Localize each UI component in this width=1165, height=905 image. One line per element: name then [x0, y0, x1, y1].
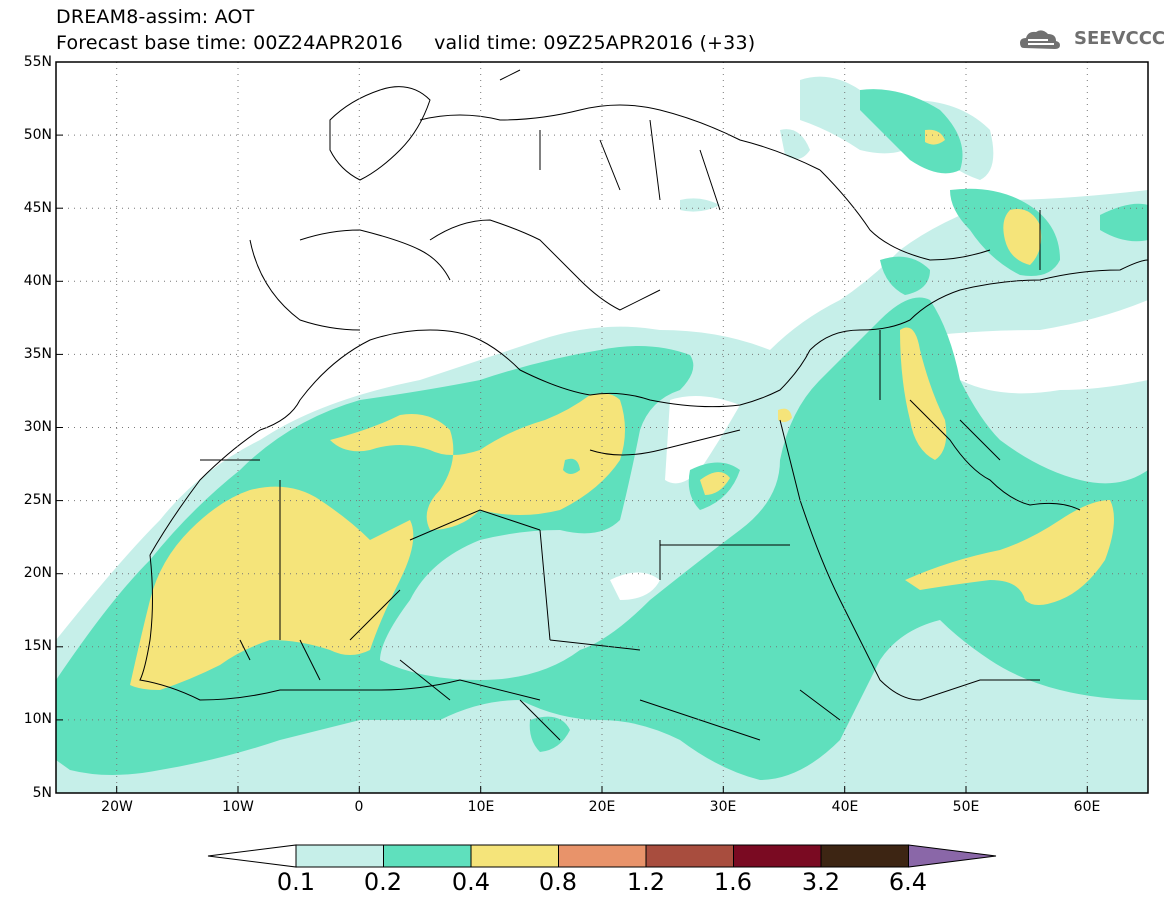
- lon-label-50e: 50E: [952, 799, 980, 815]
- aot-layer-0.4: [130, 129, 1114, 690]
- lat-label-20n: 20N: [23, 565, 52, 581]
- forecast-time-line: Forecast base time: 00Z24APR2016 valid t…: [56, 32, 756, 54]
- colorbar-bin-0.8-1.2: [558, 844, 647, 868]
- colorbar-label-6.4: 6.4: [888, 868, 928, 896]
- lat-label-55n: 55N: [23, 54, 52, 70]
- colorbar-label-0.4: 0.4: [451, 868, 491, 896]
- colorbar-label-1.6: 1.6: [713, 868, 753, 896]
- lon-label-40e: 40E: [831, 799, 859, 815]
- coastlines-borders: [139, 69, 1148, 741]
- colorbar-left-arrow: [207, 844, 297, 868]
- colorbar-bin-0.2-0.4: [383, 844, 472, 868]
- colorbar-label-0.2: 0.2: [363, 868, 403, 896]
- colorbar-bin-1.6-3.2: [733, 844, 822, 868]
- colorbar-bin-3.2-6.4: [820, 844, 909, 868]
- lon-label-30e: 30E: [709, 799, 737, 815]
- lon-label-10w: 10W: [222, 799, 254, 815]
- colorbar-bin-0.1-0.2: [295, 844, 384, 868]
- logo-text: SEEVCCC: [1074, 28, 1165, 49]
- map-title: DREAM8-assim: AOT: [56, 6, 255, 28]
- axis-ticks: [56, 134, 1088, 793]
- colorbar-right-arrow: [908, 844, 997, 868]
- colorbar-label-0.1: 0.1: [276, 868, 316, 896]
- lon-label-10e: 10E: [467, 799, 495, 815]
- lat-label-45n: 45N: [23, 200, 52, 216]
- lat-label-5n: 5N: [32, 785, 52, 801]
- colorbar-label-0.8: 0.8: [538, 868, 578, 896]
- lat-label-50n: 50N: [23, 127, 52, 143]
- colorbar-bin-0.4-0.8: [470, 844, 559, 868]
- lat-label-15n: 15N: [23, 638, 52, 654]
- lon-label-20w: 20W: [101, 799, 133, 815]
- cloud-logo-icon: [1020, 30, 1060, 49]
- lon-label-20e: 20E: [588, 799, 616, 815]
- lon-label-60e: 60E: [1073, 799, 1101, 815]
- lat-label-40n: 40N: [23, 273, 52, 289]
- colorbar-bin-1.2-1.6: [645, 844, 734, 868]
- graticule: [56, 62, 1148, 793]
- lat-label-35n: 35N: [23, 346, 52, 362]
- lat-label-25n: 25N: [23, 492, 52, 508]
- lat-label-10n: 10N: [23, 711, 52, 727]
- colorbar-label-1.2: 1.2: [626, 868, 666, 896]
- lon-label-0: 0: [354, 799, 364, 815]
- lat-label-30n: 30N: [23, 419, 52, 435]
- colorbar-label-3.2: 3.2: [801, 868, 841, 896]
